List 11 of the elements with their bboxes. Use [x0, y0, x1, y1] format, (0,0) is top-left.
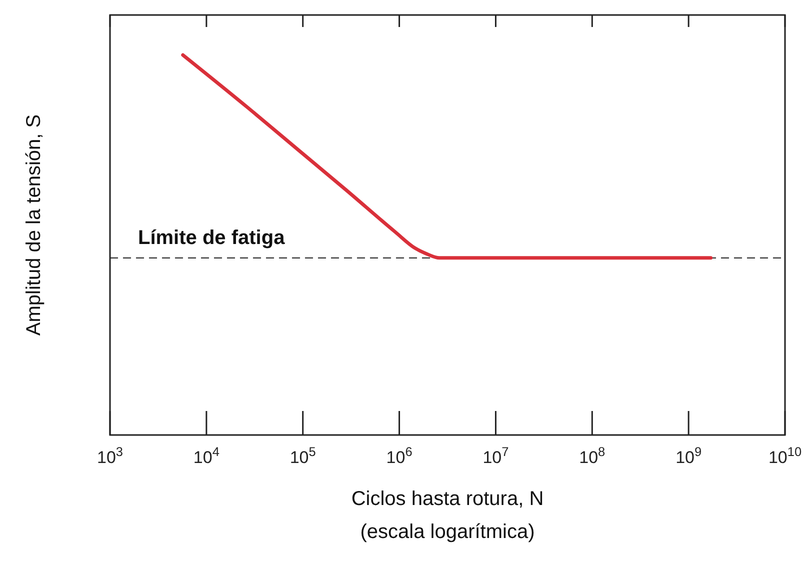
ref-line-label: Límite de fatiga	[138, 226, 286, 249]
x-tick-label: 10$^{7}$	[482, 444, 509, 467]
x-tick-label: 10$^{5}$	[290, 444, 316, 467]
x-tick-label: 10$^{10}$	[768, 444, 802, 467]
x-tick-label: 10$^{9}$	[676, 444, 702, 467]
y-axis-title: Amplitud de la tensión, S	[23, 114, 45, 336]
x-tick-label: 10$^{4}$	[193, 444, 220, 467]
x-tick-label: 10$^{3}$	[96, 444, 124, 467]
x-axis-title: Ciclos hasta rotura, N (escala logarítmica)	[351, 488, 544, 543]
x-tick-label: 10$^{6}$	[386, 444, 412, 467]
x-tick-label: 10$^{8}$	[579, 444, 606, 467]
